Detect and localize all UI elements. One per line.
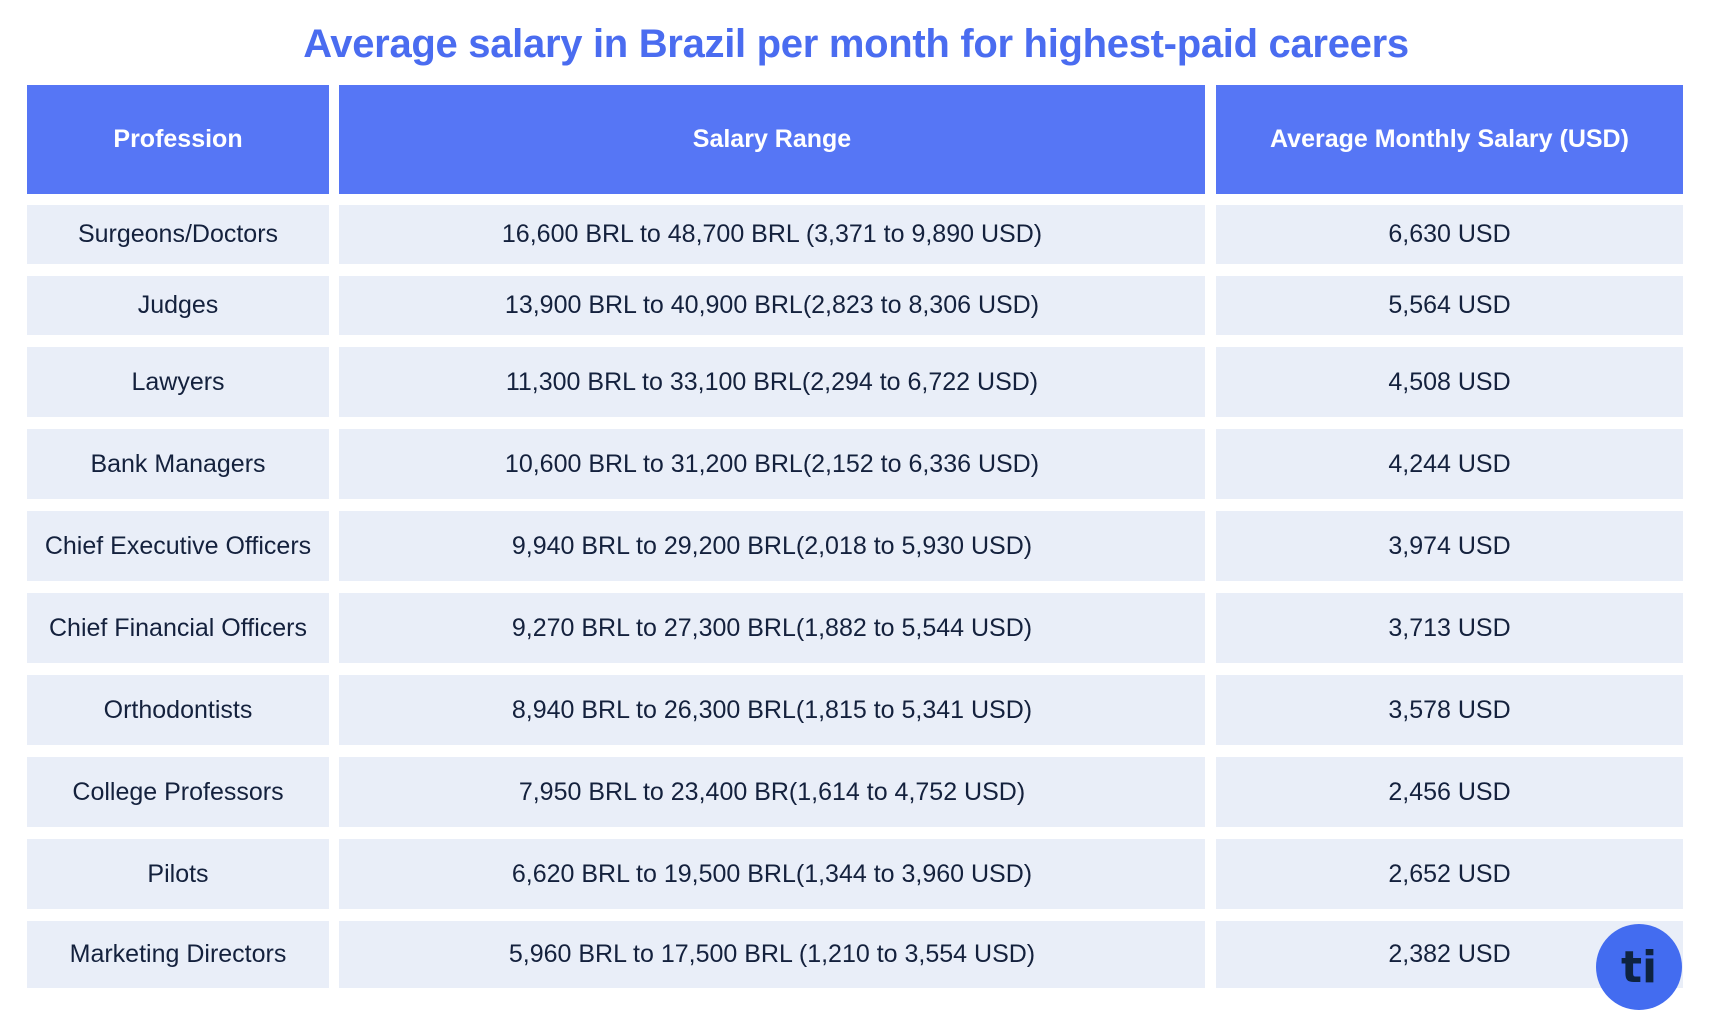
salary-range-cell: 16,600 BRL to 48,700 BRL (3,371 to 9,890…	[339, 205, 1205, 264]
salary-range-cell: 5,960 BRL to 17,500 BRL (1,210 to 3,554 …	[339, 921, 1205, 988]
profession-cell: College Professors	[27, 757, 329, 827]
average-salary-cell: 2,456 USD	[1216, 757, 1683, 827]
brand-logo: ti	[1596, 924, 1682, 1010]
average-salary-cell: 4,244 USD	[1216, 429, 1683, 499]
average-salary-cell: 2,652 USD	[1216, 839, 1683, 909]
average-salary-cell: 3,713 USD	[1216, 593, 1683, 663]
logo-text: ti	[1620, 941, 1658, 993]
page-title: Average salary in Brazil per month for h…	[303, 22, 1409, 66]
salary-range-cell: 9,940 BRL to 29,200 BRL(2,018 to 5,930 U…	[339, 511, 1205, 581]
salary-range-cell: 11,300 BRL to 33,100 BRL(2,294 to 6,722 …	[339, 347, 1205, 417]
salary-range-cell: 10,600 BRL to 31,200 BRL(2,152 to 6,336 …	[339, 429, 1205, 499]
profession-cell: Orthodontists	[27, 675, 329, 745]
average-salary-cell: 6,630 USD	[1216, 205, 1683, 264]
average-salary-cell: 3,974 USD	[1216, 511, 1683, 581]
average-salary-cell: 4,508 USD	[1216, 347, 1683, 417]
profession-cell: Lawyers	[27, 347, 329, 417]
salary-range-cell: 9,270 BRL to 27,300 BRL(1,882 to 5,544 U…	[339, 593, 1205, 663]
column-header: Average Monthly Salary (USD)	[1216, 85, 1683, 194]
column-header: Profession	[27, 85, 329, 194]
profession-cell: Chief Executive Officers	[27, 511, 329, 581]
salary-range-cell: 7,950 BRL to 23,400 BR(1,614 to 4,752 US…	[339, 757, 1205, 827]
profession-cell: Marketing Directors	[27, 921, 329, 988]
salary-range-cell: 8,940 BRL to 26,300 BRL(1,815 to 5,341 U…	[339, 675, 1205, 745]
profession-cell: Chief Financial Officers	[27, 593, 329, 663]
salary-range-cell: 13,900 BRL to 40,900 BRL(2,823 to 8,306 …	[339, 276, 1205, 335]
column-header: Salary Range	[339, 85, 1205, 194]
profession-cell: Judges	[27, 276, 329, 335]
average-salary-cell: 5,564 USD	[1216, 276, 1683, 335]
profession-cell: Surgeons/Doctors	[27, 205, 329, 264]
profession-cell: Bank Managers	[27, 429, 329, 499]
average-salary-cell: 3,578 USD	[1216, 675, 1683, 745]
profession-cell: Pilots	[27, 839, 329, 909]
salary-range-cell: 6,620 BRL to 19,500 BRL(1,344 to 3,960 U…	[339, 839, 1205, 909]
